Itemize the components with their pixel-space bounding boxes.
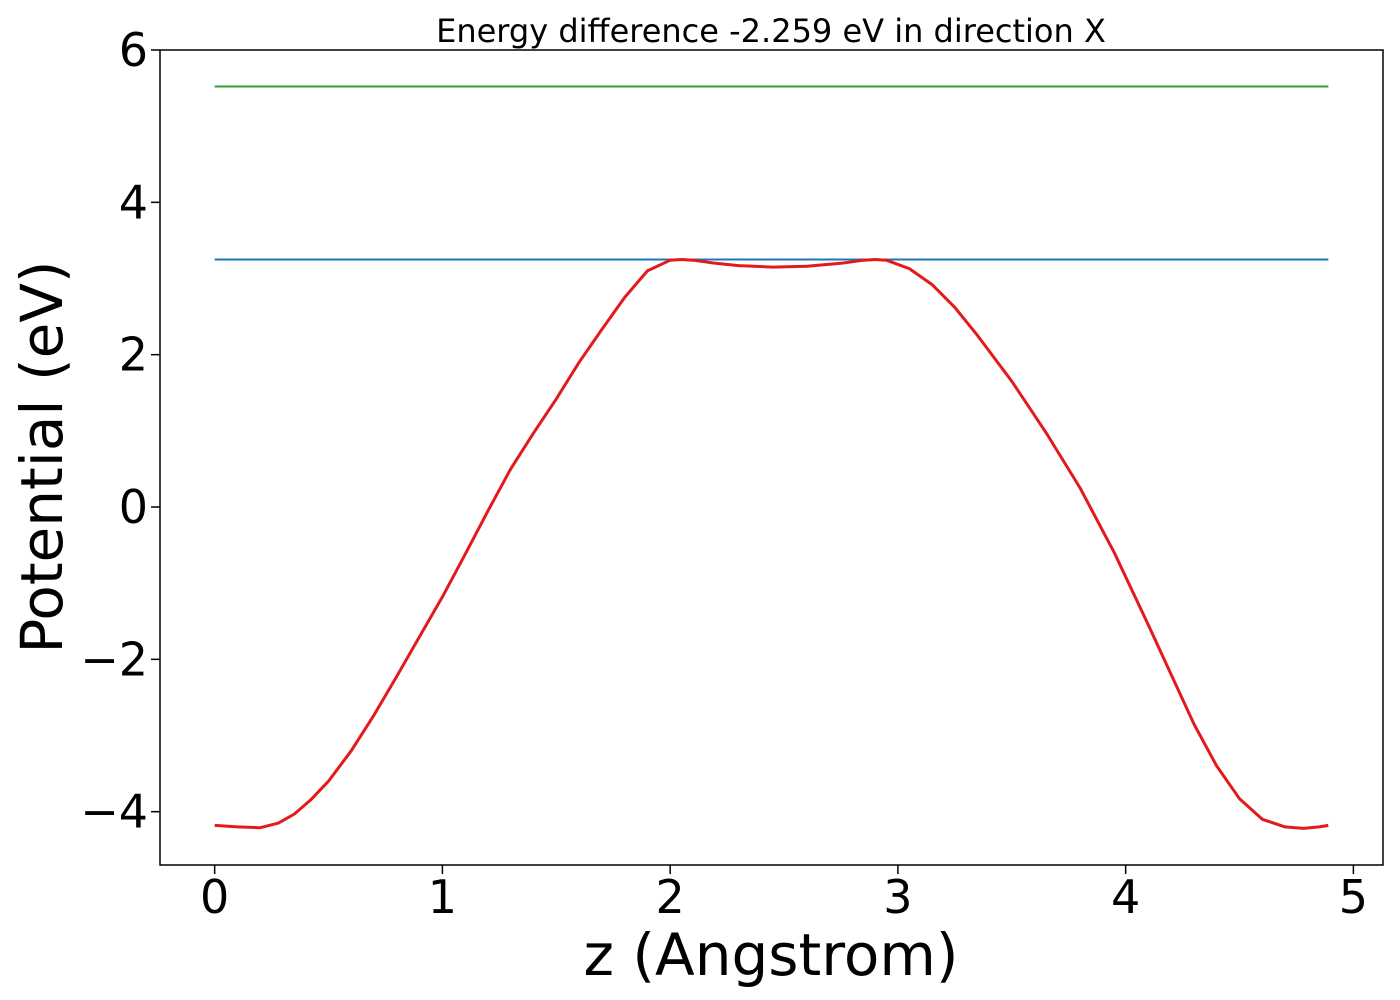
x-tick-label: 1 [428, 870, 457, 924]
x-axis-ticks: 0 1 2 3 4 5 [200, 865, 1368, 924]
x-tick-label: 4 [1111, 870, 1140, 924]
y-tick-label: −2 [80, 632, 148, 686]
y-tick-label: −4 [80, 785, 148, 839]
y-axis-ticks: −4 −2 0 2 4 6 [80, 23, 160, 839]
series-curve-2 [214, 258, 1329, 830]
x-tick-label: 2 [656, 870, 685, 924]
y-tick-label: 0 [119, 480, 148, 534]
x-tick-label: 5 [1339, 870, 1368, 924]
x-axis-label: z (Angstrom) [584, 921, 959, 989]
y-axis-label: Potential (eV) [8, 260, 76, 653]
y-tick-label: 4 [119, 175, 148, 229]
x-tick-label: 0 [200, 870, 229, 924]
series-layer [214, 85, 1329, 830]
plot-frame [159, 49, 1384, 866]
y-tick-label: 2 [119, 328, 148, 382]
chart-title: Energy difference -2.259 eV in direction… [436, 12, 1106, 50]
y-tick-label: 6 [119, 23, 148, 77]
x-tick-label: 3 [883, 870, 912, 924]
